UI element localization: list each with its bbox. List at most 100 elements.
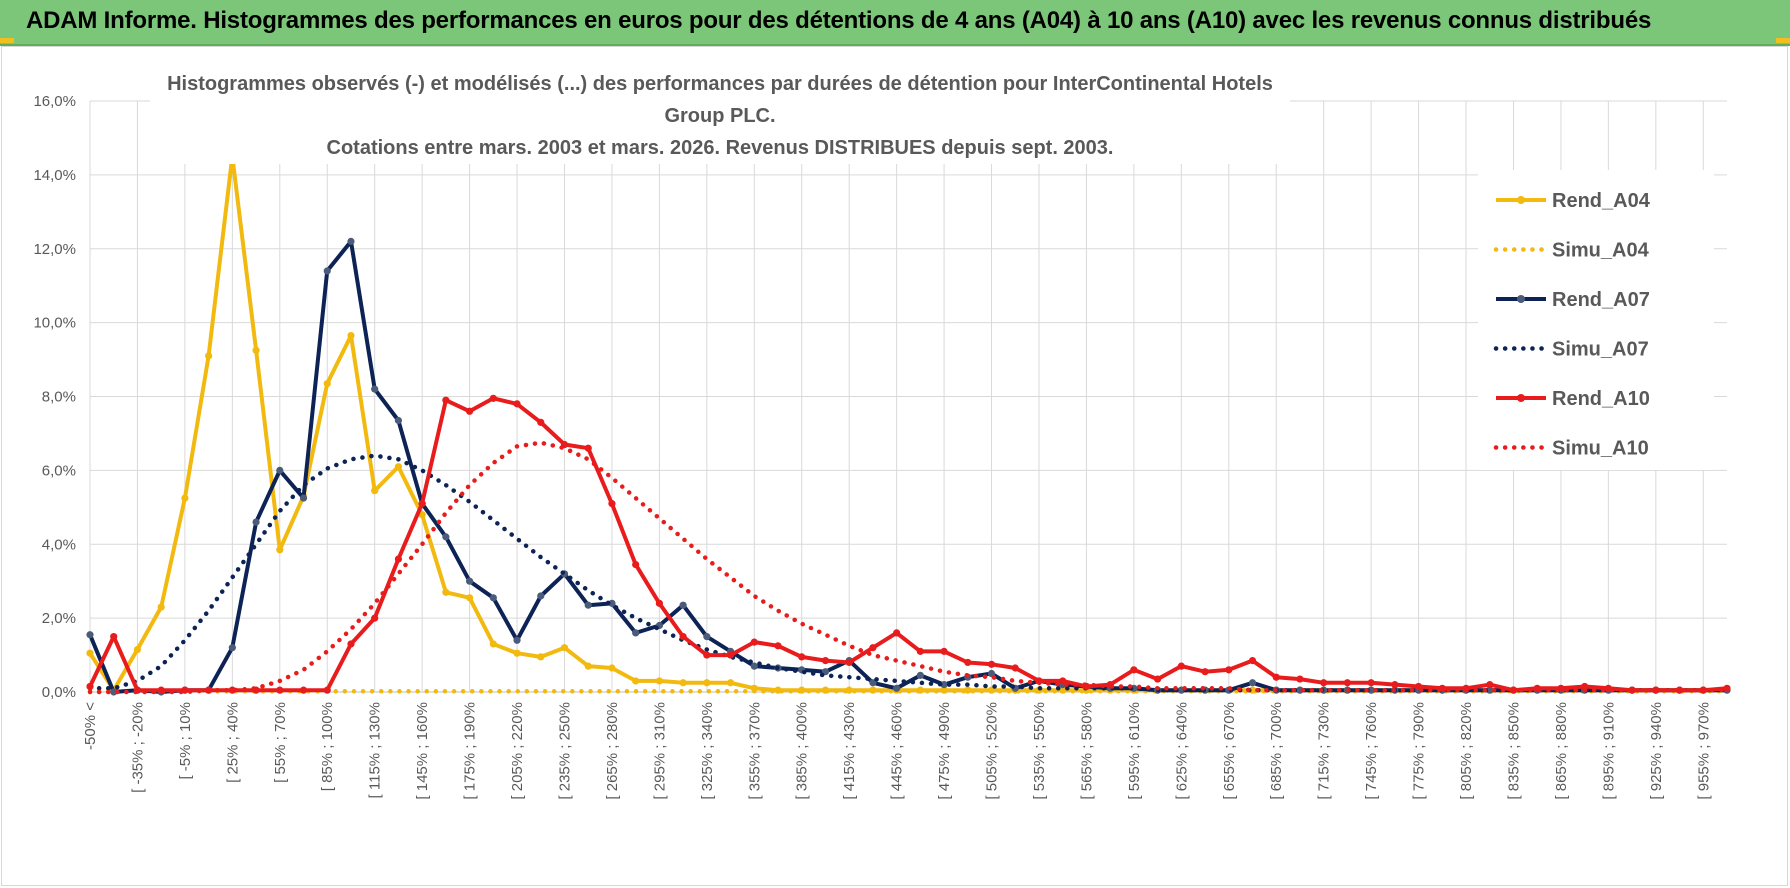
data-point [86, 682, 94, 691]
legend-marker [1517, 394, 1525, 402]
y-tick-label: 14,0% [33, 167, 76, 184]
data-point [632, 629, 640, 637]
x-tick-label: [ 865% ; 880% [1553, 702, 1570, 800]
data-point [442, 396, 450, 404]
x-tick-label: [ 145% ; 160% [414, 702, 431, 800]
x-tick-label: [ 685% ; 700% [1268, 702, 1285, 800]
data-point [679, 679, 687, 687]
data-point [276, 686, 284, 694]
legend-label: Rend_A07 [1552, 289, 1650, 311]
data-point [726, 679, 735, 687]
banner-corner-right [1776, 38, 1790, 43]
y-tick-label: 0,0% [42, 684, 76, 701]
x-tick-label: [ 745% ; 760% [1363, 702, 1380, 800]
data-point [1011, 664, 1019, 672]
x-tick-label: [ 565% ; 580% [1078, 702, 1095, 800]
x-tick-label: [ 25% ; 40% [224, 702, 241, 783]
data-point [940, 647, 948, 655]
y-tick-label: 6,0% [42, 462, 76, 479]
data-point [750, 662, 758, 670]
data-point [1367, 679, 1375, 687]
data-point [228, 644, 236, 652]
data-point [916, 647, 924, 655]
legend-marker [1517, 196, 1525, 204]
data-point [299, 494, 308, 502]
data-point [821, 657, 830, 665]
data-point [1059, 677, 1067, 685]
data-point [1177, 662, 1185, 670]
data-point [679, 601, 687, 609]
x-tick-label: [ 415% ; 430% [841, 702, 858, 800]
data-point [347, 331, 355, 340]
x-tick-label: [ 445% ; 460% [889, 702, 906, 800]
data-point [252, 518, 260, 526]
data-point [394, 416, 403, 425]
banner-corner-left [0, 38, 14, 43]
data-point [110, 632, 118, 641]
data-point [418, 500, 426, 508]
x-tick-label: [ 355% ; 370% [746, 702, 763, 800]
x-tick-label: [ 505% ; 520% [984, 702, 1001, 800]
x-tick-label: [ 655% ; 670% [1221, 702, 1238, 800]
legend-label: Simu_A10 [1552, 438, 1649, 460]
data-point [276, 466, 284, 474]
data-point [774, 642, 782, 650]
data-point [1367, 686, 1375, 694]
data-point [442, 588, 450, 596]
data-point [1248, 679, 1257, 687]
x-tick-label: [ 55% ; 70% [272, 702, 289, 783]
data-point [584, 662, 592, 670]
data-point [1320, 679, 1328, 687]
report-banner: ADAM Informe. Histogrammes des performan… [0, 0, 1790, 46]
y-tick-label: 2,0% [42, 610, 76, 627]
y-tick-label: 12,0% [33, 241, 76, 258]
data-point [1486, 686, 1494, 694]
data-point [276, 546, 284, 554]
data-point [371, 487, 379, 495]
data-point [584, 601, 592, 609]
data-point [1201, 668, 1209, 676]
data-point [513, 636, 521, 644]
data-point [394, 463, 403, 471]
data-point [608, 500, 616, 508]
chart-title: Histogrammes observés (-) et modélisés (… [150, 68, 1290, 164]
data-point [1486, 681, 1494, 689]
data-point [1296, 675, 1304, 683]
data-point [608, 599, 616, 607]
data-point [584, 444, 592, 452]
x-tick-label: [ 895% ; 910% [1600, 702, 1617, 800]
data-point [703, 651, 711, 659]
y-tick-label: 8,0% [42, 389, 76, 406]
x-tick-label: -50% < [82, 702, 99, 750]
data-point [1225, 666, 1233, 674]
data-point [1272, 673, 1280, 681]
legend-label: Rend_A04 [1552, 190, 1651, 212]
data-point [655, 599, 663, 607]
data-point [560, 644, 569, 652]
data-point [869, 644, 877, 652]
data-point [893, 629, 901, 637]
data-point [347, 237, 355, 245]
data-point [465, 407, 474, 415]
data-point [323, 267, 331, 275]
data-point [726, 651, 735, 659]
data-point [1343, 679, 1352, 687]
x-tick-label: [ -35% ; -20% [129, 702, 146, 793]
legend-label: Simu_A07 [1552, 339, 1649, 361]
data-point [845, 658, 853, 667]
data-point [655, 677, 663, 685]
data-point [940, 681, 948, 689]
data-point [1723, 684, 1731, 692]
y-tick-label: 4,0% [42, 536, 76, 553]
x-tick-label: [ 265% ; 280% [604, 702, 621, 800]
data-point [299, 686, 308, 694]
report-title: ADAM Informe. Histogrammes des performan… [26, 7, 1652, 34]
data-point [987, 669, 996, 678]
x-tick-label: [ 85% ; 100% [319, 702, 336, 791]
x-tick-label: [ 955% ; 970% [1695, 702, 1712, 800]
x-tick-label: [ 925% ; 940% [1648, 702, 1665, 800]
legend-background [1478, 170, 1714, 470]
data-point [133, 645, 142, 654]
data-point [537, 653, 545, 661]
data-point [181, 494, 189, 502]
